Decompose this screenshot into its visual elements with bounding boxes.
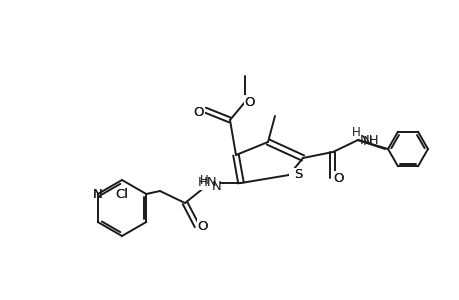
Text: N: N [362,134,372,148]
Text: O: O [244,95,255,109]
Text: O: O [197,220,208,232]
Text: NH: NH [359,134,379,146]
Text: O: O [197,220,208,232]
Text: O: O [197,220,208,232]
Text: Cl: Cl [115,188,128,200]
Text: O: O [333,172,343,184]
Text: S: S [293,169,302,182]
Text: H: H [351,125,359,139]
Text: S: S [289,169,298,182]
Text: O: O [193,106,204,118]
Text: N: N [93,188,102,200]
Text: O: O [193,106,204,118]
Text: O: O [333,172,344,184]
Text: N: N [93,188,102,200]
Text: H: H [199,175,208,188]
Text: O: O [244,95,255,109]
Text: HN: HN [198,176,218,190]
Text: O: O [244,95,255,109]
Text: N: N [212,181,221,194]
Text: O: O [333,172,343,184]
Text: S: S [293,169,302,182]
Text: O: O [193,106,204,118]
Text: Cl: Cl [115,188,128,200]
Text: HN: HN [196,176,218,190]
